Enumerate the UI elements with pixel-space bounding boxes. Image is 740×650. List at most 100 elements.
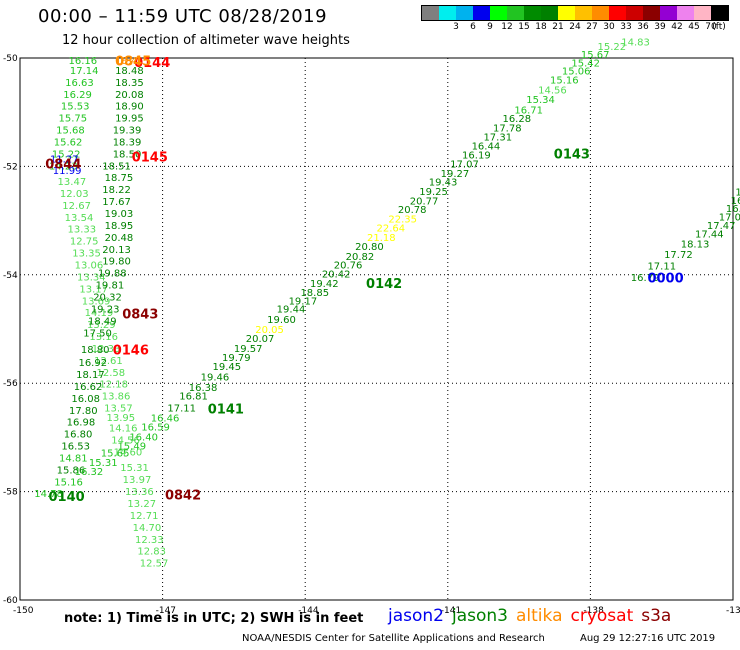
wave-height-value: 18.48 [115,66,144,77]
wave-height-value: 16.62 [74,382,103,393]
wave-height-value: 15.68 [56,126,85,137]
wave-height-value: 12.67 [62,201,91,212]
wave-height-value: 17.31 [483,133,512,144]
wave-height-value: 16.47 [726,204,740,215]
wave-height-value: 13.54 [65,213,94,224]
wave-height-value: 16.59 [141,423,170,434]
wave-height-value: 13.86 [102,392,131,403]
wave-height-value: 17.11 [647,262,676,273]
pass-time-label: 0146 [113,344,149,359]
page-subtitle: 12 hour collection of altimeter wave hei… [62,33,350,48]
x-tick-label: -144 [298,606,319,616]
wave-height-value: 19.03 [105,209,134,220]
wave-height-value: 16.98 [67,418,96,429]
wave-height-value: 15.22 [52,149,81,160]
wave-height-value: 13.35 [72,249,101,260]
mission-legend: jason2 jason3 altika cryosat s3a [388,606,679,626]
wave-height-value: 17.72 [664,250,693,261]
wave-height-value: 15.16 [54,477,83,488]
wave-height-value: 13.95 [107,413,136,424]
wave-height-value: 14.70 [133,523,162,534]
wave-height-value: 15.86 [57,465,86,476]
wave-height-value: 15.65 [101,449,130,460]
y-tick-label: -54 [3,271,18,281]
wave-height-value: 16.19 [462,150,491,161]
wave-height-value: 13.33 [68,225,97,236]
wave-height-value: 17.14 [70,66,99,77]
wave-height-value: 18.85 [300,288,329,299]
pass-time-label: 0144 [134,56,170,71]
wave-height-value: 11.27 [50,154,79,165]
wave-height-value: 21.18 [367,233,396,244]
wave-height-value: 12.58 [97,368,126,379]
wave-height-value: 12.33 [92,344,121,355]
colorbar-swatch [575,6,592,20]
wave-height-value: 16.53 [61,442,90,453]
wave-height-value: 20.05 [255,325,284,336]
wave-height-value: 16.38 [189,383,218,394]
pass-time-label: 0141 [208,403,244,418]
wave-height-value: 16.80 [64,430,93,441]
colorbar-swatch [490,6,507,20]
wave-height-value: 16.32 [75,467,104,478]
wave-height-value: 16.28 [502,114,531,125]
wave-height-value: 19.25 [419,187,448,198]
colorbar-label: 42 [671,22,683,32]
colorbar-label: 36 [637,22,649,32]
wave-height-value: 12.71 [130,511,159,522]
wave-height-value: 17.78 [493,123,522,134]
wave-height-value: 17.11 [167,404,196,415]
wave-height-value: 18.49 [88,316,117,327]
colorbar-swatch [507,6,524,20]
colorbar-swatches [421,5,729,21]
page-title: 00:00 – 11:59 UTC 08/28/2019 [38,6,328,27]
wave-height-value: 13.69 [82,296,111,307]
wave-height-value: 17.44 [695,230,724,241]
y-tick-label: -50 [3,54,18,64]
wave-height-value: 20.32 [93,292,122,303]
wave-height-value: 13.16 [89,332,118,343]
wave-height-value: 13.47 [58,177,87,188]
colorbar-label: 45 [688,22,700,32]
wave-height-value: 22.35 [388,214,417,225]
wave-height-value: 14.81 [59,453,88,464]
colorbar-swatch [422,6,439,20]
wave-height-value: 19.42 [310,279,339,290]
wave-height-value: 15.75 [59,114,88,125]
wave-height-value: 19.45 [213,362,242,373]
mission-legend-item: jason3 [452,606,508,626]
wave-height-value: 18.39 [113,137,142,148]
mission-legend-item: altika [516,606,563,626]
pass-time-label: 0143 [554,147,590,162]
pass-time-label: 0845 [115,55,151,70]
wave-height-value: 18.41 [115,56,144,67]
wave-height-value: 15.67 [581,50,610,61]
wave-height-value: 20.08 [115,90,144,101]
wave-height-value: 13.17 [79,284,108,295]
colorbar-legend: 3 6 9 12 15 18 21 24 27 30 33 36 39 42 45 70 (ft) [421,5,729,35]
colorbar-label: 30 [603,22,615,32]
colorbar-label: 6 [470,22,476,32]
pass-time-label: 0842 [165,488,201,503]
wave-height-value: 16.29 [63,90,92,101]
colorbar-label: 70 [705,22,717,32]
pass-time-label: 0140 [49,490,85,505]
wave-height-value: 18.13 [681,239,710,250]
map-axes: -150 -147 -144 -141 -138 -135 -50 -52 -54 -56 -58 -… [3,54,740,616]
wave-height-value: 14.56 [538,85,567,96]
colorbar-label: 9 [487,22,493,32]
wave-height-value: 20.42 [322,270,351,281]
colorbar-label: 12 [501,22,513,32]
wave-height-value: 17.07 [450,160,479,171]
wave-height-value: 18.22 [102,185,131,196]
colorbar-label: 27 [586,22,598,32]
wave-height-value: 19.17 [289,296,318,307]
wave-height-value: 12.83 [137,547,166,558]
wave-height-value: 15.49 [117,442,146,453]
map-grid [20,58,733,600]
wave-height-value: 19.60 [267,315,296,326]
pass-time-label: 0844 [45,158,81,173]
y-tick-label: -60 [3,596,18,606]
